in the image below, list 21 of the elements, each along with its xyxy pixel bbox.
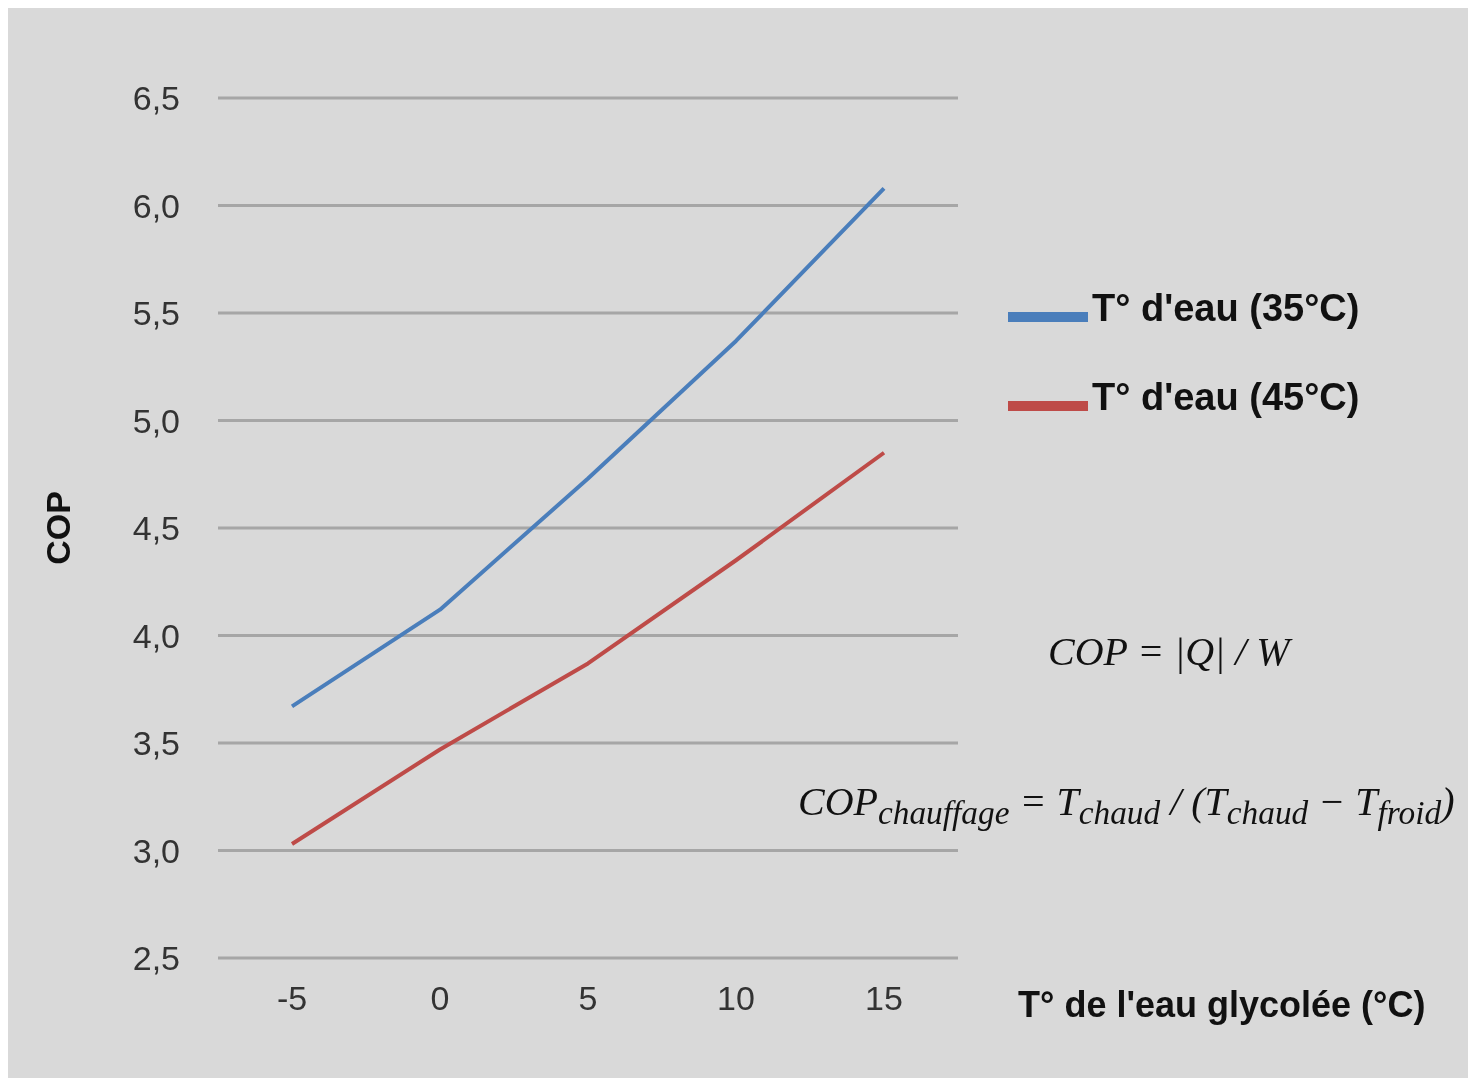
text: $_{chauffage}$ = T$_{chaud}$ / (T$_{chaud}$ − T$_{froid}$) (878, 779, 1455, 831)
legend-label: T° d'eau (45°C) (1092, 375, 1360, 418)
y-tick-label: 6,5 (132, 79, 180, 118)
y-tick-label: 3,0 (132, 831, 180, 870)
y-tick-label: 4,0 (132, 616, 180, 655)
legend-label: T° d'eau (35°C) (1092, 287, 1360, 329)
text: COP (39, 491, 78, 565)
y-tick-label: 5,0 (132, 401, 180, 440)
y-axis-title: COP (798, 779, 878, 824)
y-tick-label: 5,5 (132, 294, 180, 333)
y-tick-label: 6,0 (132, 186, 180, 225)
line-series (290, 186, 886, 709)
x-tick-label: 10 (717, 979, 755, 1018)
x-tick-label: 15 (865, 979, 903, 1018)
x-tick-label: 0 (430, 979, 450, 1018)
x-tick-label: 5 (578, 979, 598, 1018)
x-tick-label: -5 (276, 979, 308, 1018)
y-tick-label: 2,5 (132, 939, 180, 978)
y-tick-label: 4,5 (132, 509, 180, 548)
x-axis-title: T° de l'eau glycolée (°C) (1018, 983, 1426, 1025)
y-tick-label: 3,5 (132, 724, 180, 763)
